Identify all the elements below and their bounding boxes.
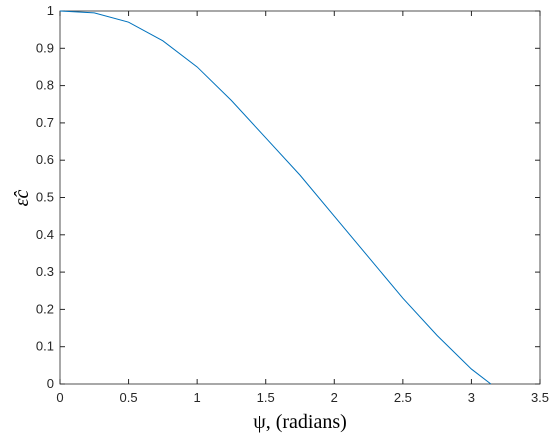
x-tick-label: 1 (194, 390, 201, 405)
x-axis-label: ψ, (radians) (253, 411, 347, 433)
data-line (59, 10, 492, 385)
y-tick-label: 0 (47, 376, 54, 391)
y-tick-label: 0.3 (36, 264, 54, 279)
x-tick-label: 3.5 (531, 390, 549, 405)
y-tick-label: 1 (47, 3, 54, 18)
x-tick-label: 2.5 (394, 390, 412, 405)
y-tick-label: 0.4 (36, 227, 54, 242)
x-tick-label: 0.5 (120, 390, 138, 405)
y-tick-label: 0.1 (36, 339, 54, 354)
y-tick-label: 0.8 (36, 78, 54, 93)
x-tick-label: 1.5 (257, 390, 275, 405)
x-tick-label: 3 (468, 390, 475, 405)
y-tick-label: 0.5 (36, 190, 54, 205)
y-tick-label: 0.7 (36, 115, 54, 130)
x-tick-label: 0 (56, 390, 63, 405)
y-tick-label: 0.9 (36, 40, 54, 55)
y-tick-label: 0.6 (36, 152, 54, 167)
y-axis-label: ε̂c (11, 190, 33, 207)
y-tick-label: 0.2 (36, 301, 54, 316)
x-tick-label: 2 (331, 390, 338, 405)
